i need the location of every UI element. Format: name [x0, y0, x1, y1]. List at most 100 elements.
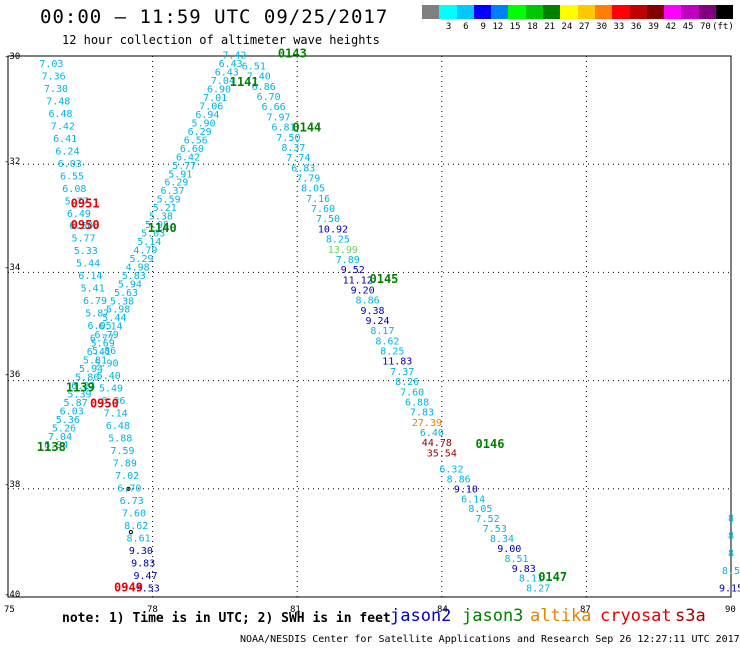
wave-height-label: 8.34: [490, 534, 514, 545]
color-scale-tick: 39: [648, 22, 659, 32]
wave-height-label: 7.79: [296, 173, 320, 184]
wave-height-label: 8.25: [326, 235, 350, 246]
lat-label: -30: [4, 52, 21, 62]
lat-label: -38: [4, 480, 21, 490]
wave-height-label: 35.54: [427, 448, 457, 459]
wave-height-label: 5.98: [106, 305, 130, 316]
wave-height-label: 6.14: [461, 494, 485, 505]
wave-height-label: 5.83: [122, 271, 146, 282]
pass-time-label: 0144: [292, 121, 321, 135]
color-scale-labels: 3 6 9 12 15 18 21 24 27 30 33 36 39 42 45 70 (ft): [422, 22, 740, 32]
wave-height-label: 9.83: [131, 559, 155, 570]
wave-height-label: 5.86: [92, 346, 116, 357]
legend-cryosat: cryosat: [600, 606, 672, 626]
wave-height-label: 5.26: [52, 423, 76, 434]
wave-height-label: 4.98: [126, 262, 150, 273]
color-swatch: [629, 5, 647, 19]
color-scale-tick: 30: [596, 22, 607, 32]
pass-time-label: 0949: [114, 581, 143, 595]
wave-height-label: 6.14: [78, 271, 102, 282]
wave-height-label: 6.94: [44, 440, 68, 451]
wave-height-label: 5.29: [129, 254, 153, 265]
wave-height-label: 7.40: [247, 72, 271, 83]
wave-height-label: 27.39: [412, 418, 442, 429]
lat-label: -36: [4, 370, 21, 380]
wave-height-label: 5.80: [75, 372, 99, 383]
wave-height-label: 7.42: [51, 121, 75, 132]
lat-label: -32: [4, 157, 21, 167]
wave-height-label: 8.26: [395, 377, 419, 388]
wave-height-label: 5.69: [91, 339, 115, 350]
color-swatch: [473, 5, 492, 19]
wave-height-label: 5.63: [114, 288, 138, 299]
track-jason3-0146: 6.328.869.106.148.057.527.538.349.008.51…: [439, 465, 550, 595]
lon-label: 87: [580, 605, 591, 615]
wave-height-label: 8.62: [124, 521, 148, 532]
color-scale-tick: 18: [526, 22, 538, 32]
color-swatch: [612, 5, 630, 19]
color-scale-tick: 15: [509, 22, 521, 32]
wave-height-label: 6.94: [195, 110, 219, 121]
wave-height-label: 6.51: [242, 62, 266, 73]
wave-height-label: 6.83: [291, 163, 315, 174]
wave-height-label: 5.03: [141, 229, 165, 240]
wave-height-label: 8.5: [722, 566, 740, 577]
wave-height-label: 6.79: [95, 330, 119, 341]
wave-height-label: 5.90: [191, 118, 215, 129]
pass-time-label: 1141: [230, 75, 259, 89]
map-dot: [126, 486, 131, 491]
wave-height-label: 8.86: [447, 474, 471, 485]
wave-height-label: 8.17: [370, 326, 394, 337]
wave-height-label: 7.50: [316, 214, 340, 225]
wave-height-label: 6.37: [160, 186, 184, 197]
color-swatch: [439, 5, 457, 19]
wave-height-label: 7.52: [476, 514, 500, 525]
wave-height-label: 9.52: [341, 265, 365, 276]
color-scale-tick: 12: [492, 22, 504, 32]
wave-height-label: 5.38: [149, 212, 173, 223]
wave-height-label: 5.41: [81, 284, 105, 295]
wave-height-label: 6.41: [53, 134, 77, 145]
wave-height-label: 6.08: [62, 184, 86, 195]
pass-time-label: 0951: [71, 196, 100, 210]
wave-height-label: 7.53: [483, 524, 507, 535]
legend-altika: altika: [530, 606, 592, 626]
track-jason3-0144: 6.517.406.866.706.667.976.817.508.377.74…: [242, 62, 457, 460]
wave-height-label: 7.30: [44, 84, 68, 95]
color-swatch: [560, 5, 578, 19]
wave-height-label: 7.04: [48, 432, 72, 443]
wave-height-label: 7.83: [410, 408, 434, 419]
wave-height-label: 5.21: [153, 203, 177, 214]
wave-height-label: 8.25: [380, 347, 404, 358]
color-scale-tick: 36: [630, 22, 642, 32]
wave-height-label: 7.03: [39, 59, 63, 70]
wave-height-label: 6.14: [98, 322, 122, 333]
wave-height-label: 5.59: [157, 195, 181, 206]
legend-jason2: jason2: [390, 606, 452, 626]
color-swatch: [716, 5, 734, 19]
wave-height-label: 7.60: [311, 204, 335, 215]
wave-height-label: 5.88: [108, 434, 132, 445]
pass-time-label: 0147: [538, 570, 567, 584]
wave-height-label: 5.91: [168, 169, 192, 180]
wave-height-label: 7.97: [267, 112, 291, 123]
wave-height-label: 8.61: [127, 534, 151, 545]
lat-label: -34: [4, 263, 21, 273]
wave-height-label: 7.60: [122, 509, 146, 520]
wave-height-label: 7.59: [110, 446, 134, 457]
wave-height-label: 5.44: [76, 259, 100, 270]
wave-height-label: 6.60: [180, 144, 204, 155]
wave-height-label: 7.48: [46, 96, 70, 107]
wave-height-label: 9.15: [719, 584, 740, 595]
wave-height-label: 7.42: [222, 51, 246, 62]
wave-height-label: 8.51: [504, 554, 528, 565]
wave-height-label: 5.77: [71, 234, 95, 245]
wave-height-label: 6.42: [176, 152, 200, 163]
color-scale-tick: 45: [682, 22, 694, 32]
units-note: note: 1) Time is in UTC; 2) SWH is in fe…: [62, 611, 391, 626]
wave-height-label: 44.78: [422, 438, 452, 449]
lon-label: 75: [4, 605, 15, 615]
track-cryosat-0950: 7.037.367.307.486.487.426.416.246.036.55…: [39, 59, 159, 595]
color-swatch: [491, 5, 509, 19]
